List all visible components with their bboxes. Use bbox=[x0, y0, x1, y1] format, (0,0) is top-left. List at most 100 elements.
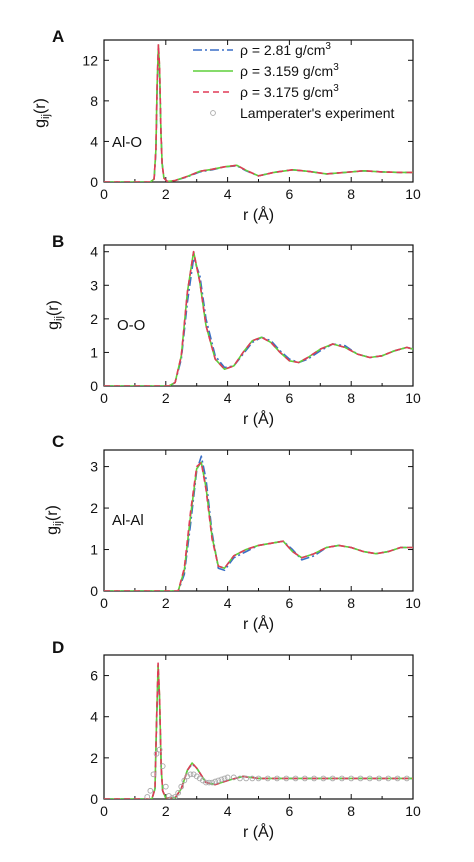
legend-label: ρ = 3.159 g/cm3 bbox=[240, 62, 339, 79]
x-tick-label: 6 bbox=[286, 390, 294, 406]
panel-b: 0 2 4 6 8 10 0 1 2 3 4 B O-O r (Å) gij(r) bbox=[45, 232, 421, 428]
experiment-point bbox=[274, 775, 280, 782]
experiment-point bbox=[162, 783, 169, 790]
experiment-point bbox=[178, 783, 185, 790]
experiment-point bbox=[147, 787, 154, 794]
y-axis-label: gij(r) bbox=[45, 300, 65, 330]
experiment-point bbox=[156, 746, 163, 753]
x-tick-label: 0 bbox=[100, 186, 108, 202]
legend-marker bbox=[210, 110, 216, 116]
experiment-point bbox=[221, 775, 228, 782]
series-line bbox=[104, 455, 413, 591]
x-tick-label: 8 bbox=[347, 186, 355, 202]
x-tick-label: 4 bbox=[224, 186, 232, 202]
x-tick-label: 10 bbox=[405, 390, 421, 406]
experiment-point bbox=[366, 775, 373, 782]
panel-letter: A bbox=[52, 27, 64, 46]
series-line bbox=[104, 461, 413, 591]
x-tick-label: 0 bbox=[100, 390, 108, 406]
experiment-point bbox=[215, 777, 222, 784]
x-tick-label: 4 bbox=[224, 595, 232, 611]
x-tick-label: 4 bbox=[224, 803, 232, 819]
y-axis-label: gij(r) bbox=[44, 505, 64, 535]
y-tick-label: 1 bbox=[90, 344, 98, 360]
experiment-point bbox=[376, 775, 382, 782]
experiment-point bbox=[348, 775, 355, 782]
y-tick-label: 4 bbox=[90, 244, 98, 260]
x-tick-label: 10 bbox=[405, 595, 421, 611]
y-tick-label: 6 bbox=[90, 668, 98, 684]
y-tick-label: 2 bbox=[90, 500, 98, 516]
experiment-point bbox=[264, 775, 271, 782]
x-axis-label: r (Å) bbox=[243, 614, 274, 633]
series-line bbox=[104, 670, 413, 799]
experiment-point bbox=[206, 779, 212, 786]
plot-frame bbox=[103, 654, 414, 800]
x-tick-label: 0 bbox=[100, 803, 108, 819]
experiment-point bbox=[230, 774, 237, 781]
y-axis-label: gij(r) bbox=[32, 98, 52, 128]
experiment-point bbox=[255, 775, 262, 782]
experiment-point bbox=[203, 779, 209, 786]
x-axis-label: r (Å) bbox=[243, 205, 274, 224]
plot-frame bbox=[103, 449, 414, 592]
y-tick-label: 0 bbox=[90, 791, 98, 807]
x-tick-label: 2 bbox=[162, 186, 170, 202]
panel-letter: C bbox=[52, 432, 64, 451]
legend-label: ρ = 3.175 g/cm3 bbox=[240, 83, 339, 100]
experiment-point bbox=[181, 777, 188, 784]
experiment-point bbox=[172, 794, 178, 799]
x-tick-label: 8 bbox=[347, 803, 355, 819]
experiment-point bbox=[403, 775, 410, 782]
x-axis-label: r (Å) bbox=[243, 822, 274, 841]
plot-frame bbox=[103, 244, 414, 387]
experiment-point bbox=[212, 778, 219, 785]
panel-a: 0 2 4 6 8 10 0 4 8 12 A Al-O r (Å) gij(r) bbox=[32, 27, 421, 224]
y-tick-label: 3 bbox=[90, 277, 98, 293]
experiment-point bbox=[339, 775, 345, 782]
panel-letter: B bbox=[52, 232, 64, 251]
x-tick-label: 0 bbox=[100, 595, 108, 611]
y-tick-label: 4 bbox=[90, 709, 98, 725]
experiment-point bbox=[144, 794, 151, 799]
y-tick-label: 1 bbox=[90, 542, 98, 558]
y-tick-label: 3 bbox=[90, 459, 98, 475]
y-tick-label: 0 bbox=[90, 583, 98, 599]
y-tick-label: 2 bbox=[90, 311, 98, 327]
pair-label: Al-O bbox=[112, 134, 142, 151]
experiment-point bbox=[153, 750, 160, 757]
legend: ρ = 2.81 g/cm3 ρ = 3.159 g/cm3 ρ = 3.175 g… bbox=[193, 41, 395, 121]
experiment-point bbox=[187, 771, 194, 778]
y-tick-label: 8 bbox=[90, 93, 98, 109]
experiment-point bbox=[311, 775, 317, 782]
y-tick-label: 0 bbox=[90, 378, 98, 394]
y-tick-label: 4 bbox=[90, 133, 98, 149]
legend-label: Lamperater's experiment bbox=[240, 105, 395, 121]
x-tick-label: 6 bbox=[286, 186, 294, 202]
experiment-point bbox=[320, 775, 327, 782]
experiment-point bbox=[385, 775, 392, 782]
legend-label: ρ = 2.81 g/cm3 bbox=[240, 41, 331, 58]
x-tick-label: 2 bbox=[162, 390, 170, 406]
experiment-point bbox=[394, 775, 401, 782]
series-line bbox=[104, 43, 413, 182]
experiment-point bbox=[249, 775, 256, 782]
series-group bbox=[104, 43, 413, 182]
x-tick-label: 4 bbox=[224, 390, 232, 406]
experiment-point bbox=[159, 763, 166, 769]
series-line bbox=[104, 662, 413, 799]
series-group bbox=[104, 455, 413, 591]
experiment-point bbox=[175, 789, 182, 796]
experiment-point bbox=[224, 774, 231, 781]
experiment-point bbox=[357, 775, 364, 782]
series-line bbox=[104, 461, 413, 591]
series-line bbox=[104, 250, 413, 386]
x-tick-label: 6 bbox=[286, 595, 294, 611]
experiment-point bbox=[169, 795, 175, 799]
x-tick-label: 2 bbox=[162, 595, 170, 611]
panel-c: 0 2 4 6 8 10 0 1 2 3 C Al-Al r (Å) gij(r) bbox=[44, 432, 421, 633]
x-axis-label: r (Å) bbox=[243, 409, 274, 428]
experiment-point bbox=[237, 775, 243, 782]
experiment-point bbox=[302, 775, 308, 782]
